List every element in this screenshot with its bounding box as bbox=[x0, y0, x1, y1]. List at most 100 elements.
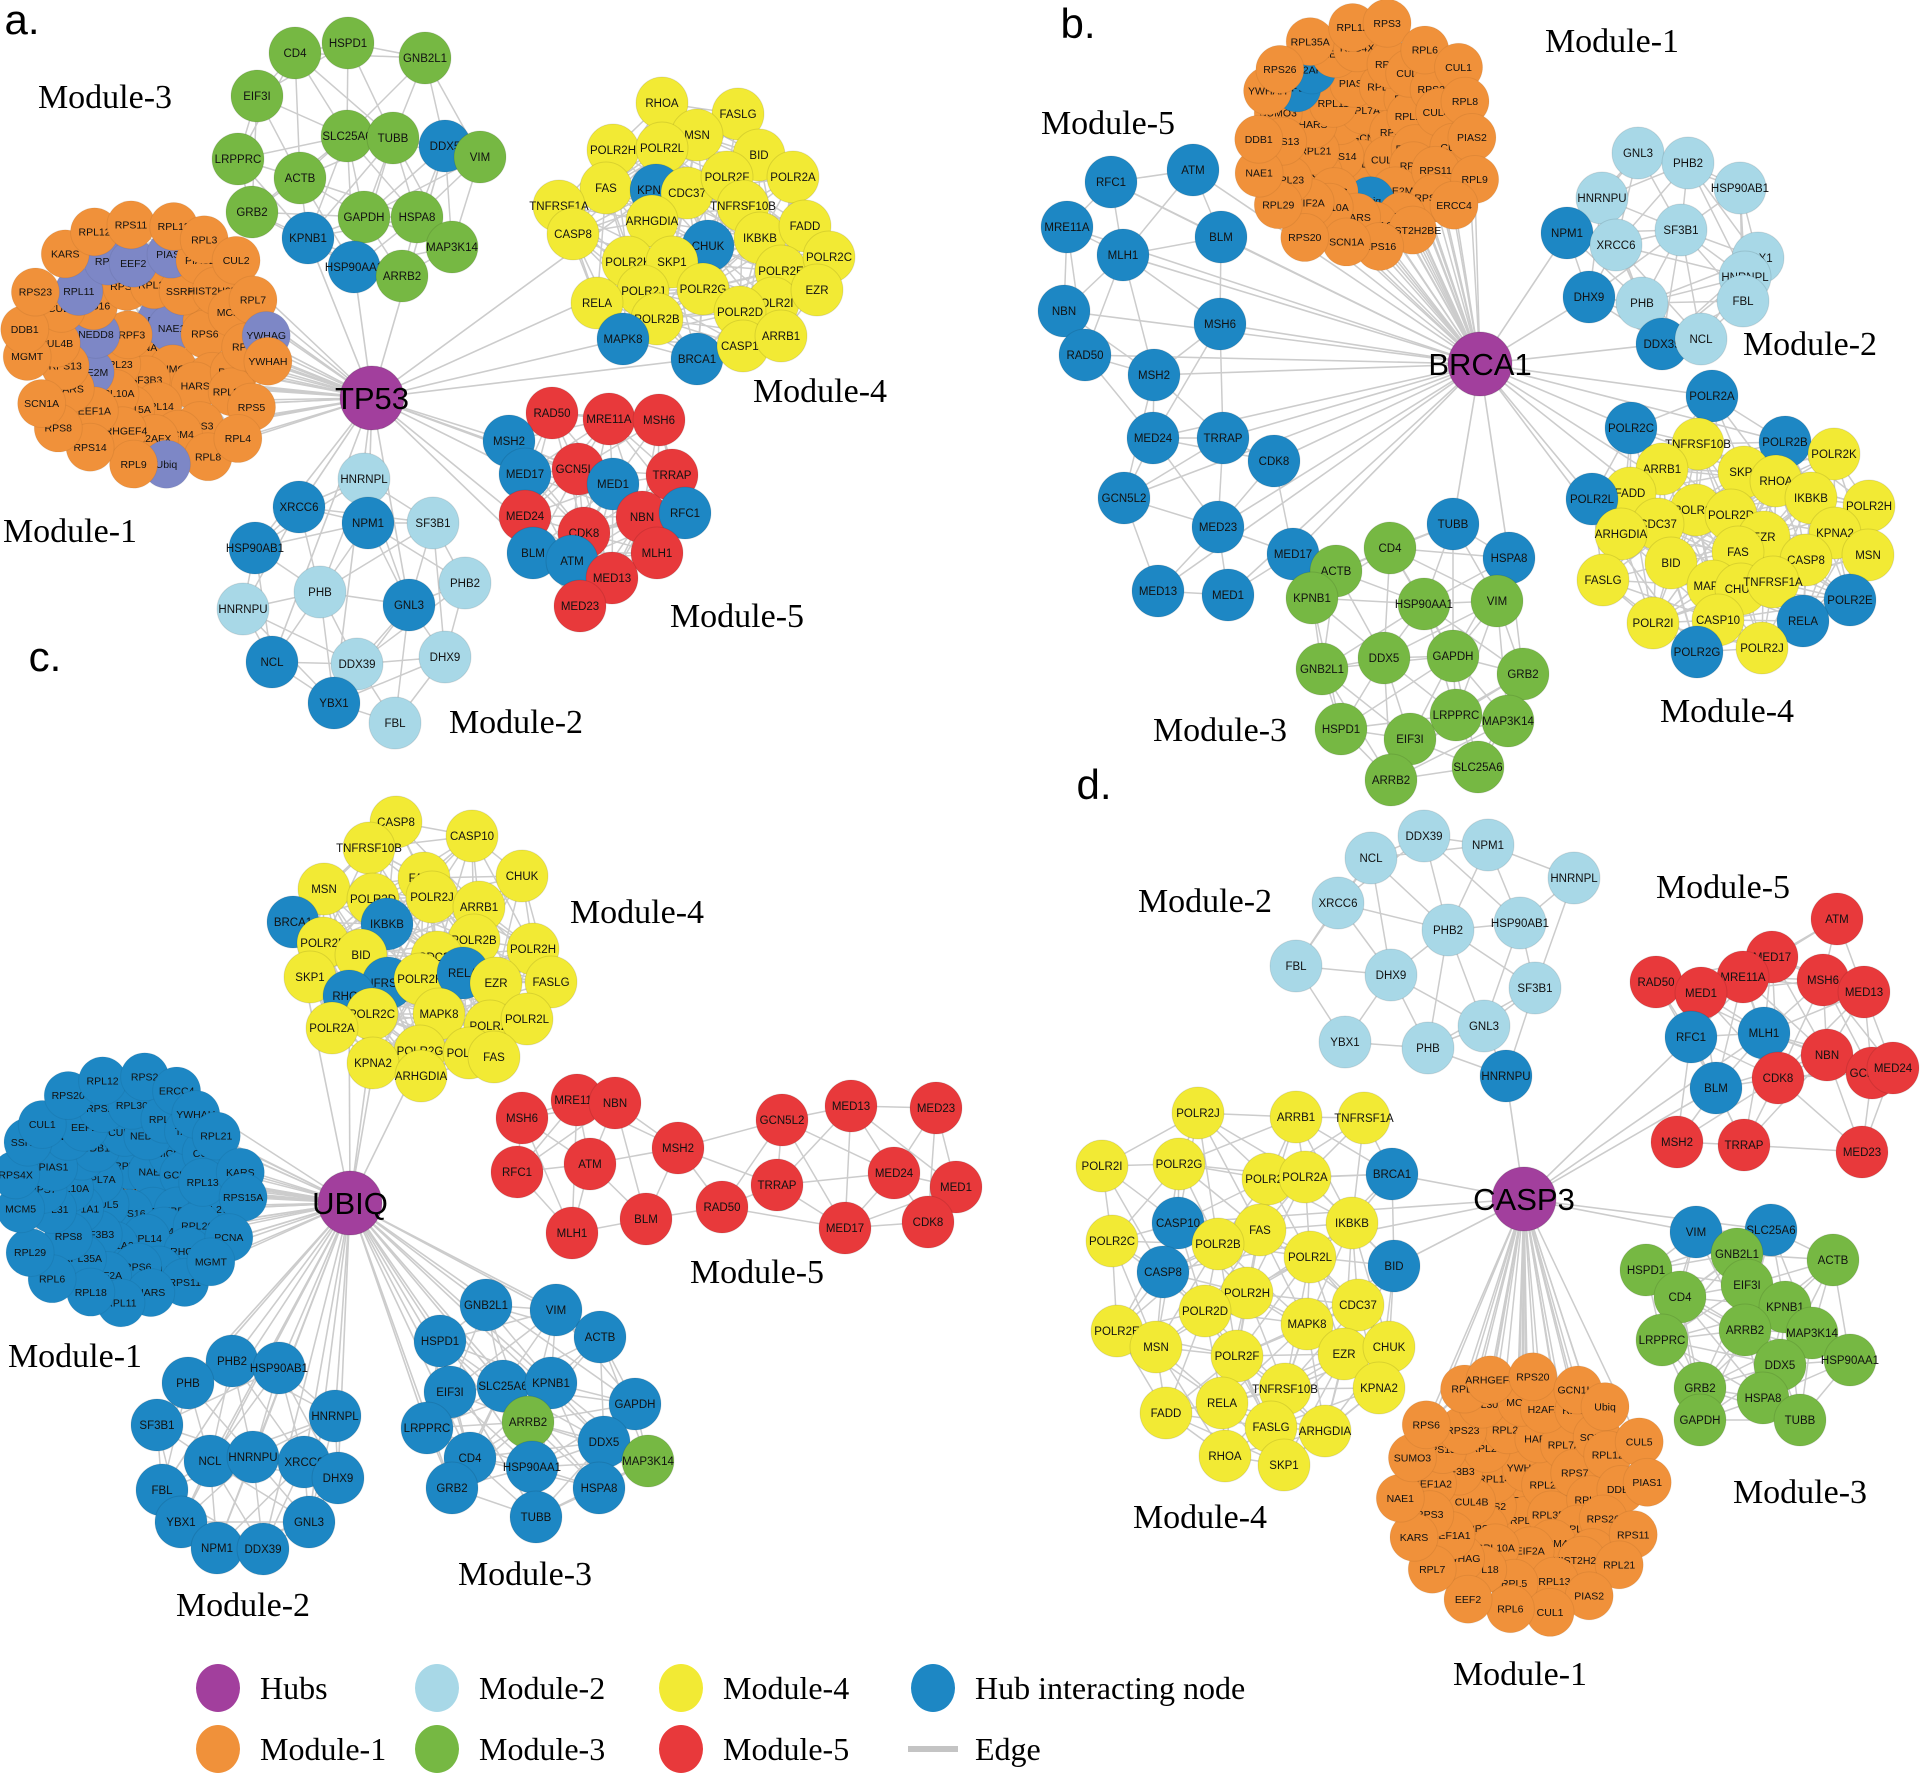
legend-label: Module-3 bbox=[479, 1731, 605, 1767]
node-label: Ubiq bbox=[1594, 1401, 1616, 1413]
node-label: CUL5 bbox=[1626, 1436, 1653, 1448]
node-GAPDH bbox=[1426, 629, 1480, 683]
node-label: MRE11A bbox=[586, 414, 631, 426]
node-label: DDX5 bbox=[1765, 1360, 1796, 1372]
legend: Hubs Module-2 Module-4 Hub interacting node… bbox=[196, 1664, 1245, 1773]
node-label: SLC25A6 bbox=[478, 1381, 527, 1393]
node-MRE11A bbox=[1040, 200, 1094, 254]
node-label: NEDD8 bbox=[78, 329, 114, 341]
node-label: DDX39 bbox=[244, 1544, 281, 1556]
legend-label: Hub interacting node bbox=[975, 1670, 1245, 1706]
node-label: MGMT bbox=[195, 1257, 228, 1269]
node-label: FAS bbox=[483, 1052, 505, 1064]
node-label: ARRB2 bbox=[1726, 1325, 1764, 1337]
legend-swatch-hub bbox=[196, 1664, 240, 1712]
node-label: MSN bbox=[1143, 1342, 1169, 1354]
node-label: NCL bbox=[198, 1456, 222, 1468]
node-label: RPS8 bbox=[45, 423, 73, 435]
node-label: SF3B1 bbox=[1663, 225, 1698, 237]
node-label: TNFRSF1A bbox=[1743, 577, 1803, 589]
node-HSPD1 bbox=[321, 16, 375, 70]
node-label: BID bbox=[749, 150, 768, 162]
node-label: POLR2H bbox=[590, 145, 636, 157]
node-label: XRCC6 bbox=[1319, 898, 1358, 910]
node-label: RPS20 bbox=[1516, 1371, 1549, 1383]
node-TUBB bbox=[366, 111, 420, 165]
node-label: NPM1 bbox=[352, 518, 384, 530]
edge bbox=[1157, 363, 1481, 592]
node-label: GAPDH bbox=[1433, 651, 1474, 663]
node-label: GNL3 bbox=[394, 600, 424, 612]
edge bbox=[371, 397, 410, 606]
node-label: CUL1 bbox=[29, 1119, 56, 1131]
node-label: HSPA8 bbox=[581, 1483, 618, 1495]
node-label: NBN bbox=[630, 512, 654, 524]
node-label: POLR2D bbox=[717, 307, 763, 319]
node-label: EZR bbox=[485, 978, 508, 990]
node-label: MSH2 bbox=[1138, 370, 1170, 382]
node-label: CDC37 bbox=[1339, 1300, 1377, 1312]
edge bbox=[1479, 363, 1713, 397]
node-label: MRE11A bbox=[1720, 972, 1765, 984]
edge bbox=[1220, 236, 1481, 365]
node-label: EEF2 bbox=[120, 258, 146, 270]
node-label: RFC1 bbox=[1096, 177, 1126, 189]
node-label: POLR2L bbox=[505, 1014, 550, 1026]
node-label: DDX39 bbox=[1405, 831, 1442, 843]
node-YWHAH bbox=[243, 336, 293, 386]
node-label: RFC1 bbox=[1676, 1032, 1706, 1044]
node-label: MED13 bbox=[1845, 987, 1883, 999]
node-label: DHX9 bbox=[323, 1473, 354, 1485]
edge bbox=[371, 189, 657, 399]
node-label: TUBB bbox=[521, 1512, 552, 1524]
node-label: FBL bbox=[1285, 961, 1307, 973]
node-label: HSPA8 bbox=[1491, 553, 1528, 565]
node-TUBB bbox=[1426, 497, 1480, 551]
node-VIM bbox=[1470, 574, 1524, 628]
node-label: SCN1A bbox=[24, 398, 59, 410]
node-label: PIAS2 bbox=[1457, 132, 1487, 144]
node-label: GNL3 bbox=[1469, 1021, 1499, 1033]
node-ERCC4 bbox=[1429, 180, 1479, 230]
node-label: MSN bbox=[311, 884, 337, 896]
node-DHX9 bbox=[418, 630, 472, 684]
node-label: FASLG bbox=[1252, 1422, 1289, 1434]
node-MAP3K14 bbox=[1481, 694, 1535, 748]
node-label: DDB1 bbox=[1245, 134, 1273, 146]
node-label: LRPPRC bbox=[215, 154, 262, 166]
node-label: GNB2L1 bbox=[403, 53, 447, 65]
node-label: TRRAP bbox=[653, 470, 692, 482]
node-label: RAD50 bbox=[1637, 977, 1674, 989]
node-label: RELA bbox=[1788, 616, 1818, 628]
node-XRCC6 bbox=[272, 480, 326, 534]
node-label: MAPK8 bbox=[420, 1009, 459, 1021]
node-BLM bbox=[1194, 210, 1248, 264]
node-label: HSP90AB1 bbox=[226, 543, 284, 555]
node-label: SF3B1 bbox=[139, 1420, 174, 1432]
edge bbox=[1479, 363, 1510, 559]
node-label: TNFRSF10B bbox=[1665, 439, 1731, 451]
node-label: MED23 bbox=[561, 601, 599, 613]
node-label: FADD bbox=[1151, 1408, 1182, 1420]
node-label: ATM bbox=[1825, 914, 1848, 926]
node-label: CASP8 bbox=[1144, 1267, 1182, 1279]
node-label: ACTB bbox=[1321, 566, 1352, 578]
node-label: ARHGDIA bbox=[395, 1071, 448, 1083]
node-label: POLR2F bbox=[1215, 1351, 1260, 1363]
panel-b: RFC1 ATM MRE11A MLH1 BLM NBN MSH6 RAD50 MSH2 MED2… bbox=[1037, 0, 1896, 807]
node-POLR2L bbox=[1565, 472, 1619, 526]
node-label: KPNA2 bbox=[1816, 528, 1854, 540]
module-label: Module-2 bbox=[176, 1587, 310, 1624]
edge bbox=[1192, 169, 1481, 365]
node-label: EIF3I bbox=[1396, 734, 1423, 746]
node-label: POLR2K bbox=[1811, 449, 1857, 461]
node-DDX39 bbox=[330, 637, 384, 691]
node-BID bbox=[1644, 536, 1698, 590]
node-label: POLR2C bbox=[1608, 423, 1654, 435]
node-HSPA8 bbox=[390, 190, 444, 244]
node-label: RHOA bbox=[1759, 476, 1793, 488]
node-label: MAP3K14 bbox=[622, 1456, 674, 1468]
node-label: PHB2 bbox=[217, 1356, 247, 1368]
node-label: NAE1 bbox=[1387, 1493, 1415, 1505]
node-label: RPL12 bbox=[79, 227, 111, 239]
